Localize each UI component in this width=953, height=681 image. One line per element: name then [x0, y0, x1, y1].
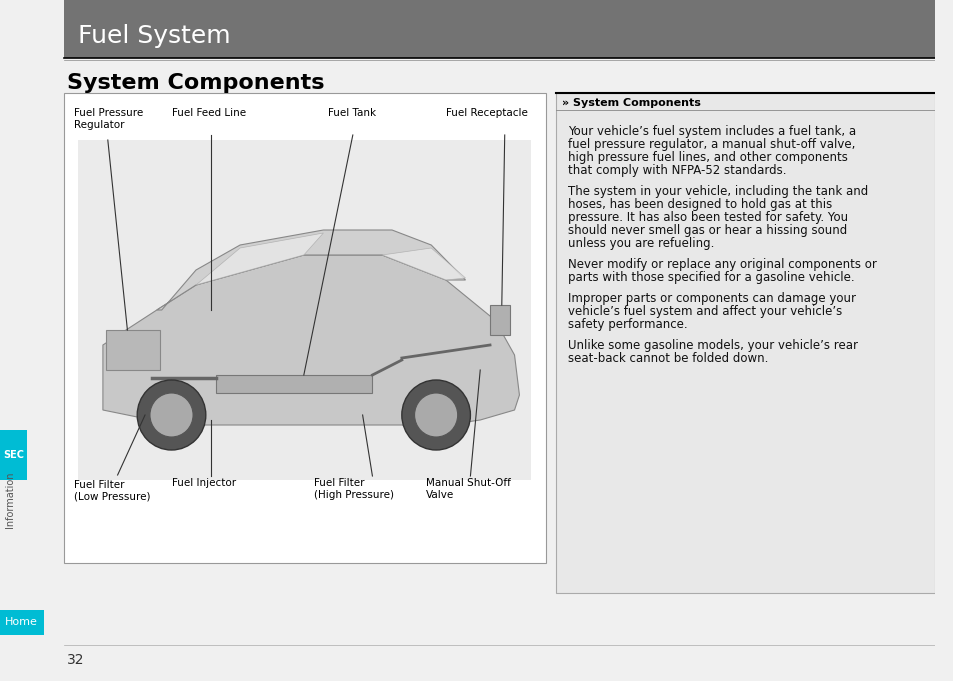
Circle shape — [150, 393, 193, 437]
Text: Fuel Injector: Fuel Injector — [172, 478, 235, 488]
Text: Unlike some gasoline models, your vehicle’s rear: Unlike some gasoline models, your vehicl… — [568, 339, 858, 352]
Circle shape — [401, 380, 470, 450]
Bar — [78, 140, 531, 480]
Bar — [0, 430, 28, 480]
Circle shape — [137, 380, 206, 450]
Text: Fuel Feed Line: Fuel Feed Line — [172, 108, 245, 118]
Text: Fuel Filter
(Low Pressure): Fuel Filter (Low Pressure) — [73, 480, 150, 502]
Text: » System Components: » System Components — [561, 98, 700, 108]
Text: pressure. It has also been tested for safety. You: pressure. It has also been tested for sa… — [568, 211, 847, 224]
Text: that comply with NFPA-52 standards.: that comply with NFPA-52 standards. — [568, 164, 786, 177]
Text: hoses, has been designed to hold gas at this: hoses, has been designed to hold gas at … — [568, 198, 832, 211]
Polygon shape — [195, 233, 323, 285]
Bar — [215, 375, 372, 393]
Polygon shape — [103, 255, 518, 425]
Text: SEC: SEC — [3, 450, 24, 460]
Bar — [0, 610, 44, 635]
Text: Your vehicle’s fuel system includes a fuel tank, a: Your vehicle’s fuel system includes a fu… — [568, 125, 856, 138]
Text: high pressure fuel lines, and other components: high pressure fuel lines, and other comp… — [568, 151, 847, 164]
Text: Fuel System: Fuel System — [78, 24, 231, 48]
Text: Fuel Tank: Fuel Tank — [328, 108, 376, 118]
Text: Manual Shut-Off
Valve: Manual Shut-Off Valve — [426, 478, 511, 500]
Text: vehicle’s fuel system and affect your vehicle’s: vehicle’s fuel system and affect your ve… — [568, 305, 841, 318]
Text: Never modify or replace any original components or: Never modify or replace any original com… — [568, 258, 877, 271]
Bar — [555, 93, 934, 593]
Text: seat-back cannot be folded down.: seat-back cannot be folded down. — [568, 352, 768, 365]
Text: unless you are refueling.: unless you are refueling. — [568, 237, 714, 250]
Text: 32: 32 — [67, 653, 84, 667]
Text: Fuel Pressure
Regulator: Fuel Pressure Regulator — [73, 108, 143, 129]
Text: System Components: System Components — [67, 73, 324, 93]
Text: should never smell gas or hear a hissing sound: should never smell gas or hear a hissing… — [568, 224, 847, 237]
Polygon shape — [382, 248, 465, 280]
Circle shape — [415, 393, 457, 437]
Text: Fuel Receptacle: Fuel Receptacle — [445, 108, 527, 118]
Text: Fuel Filter
(High Pressure): Fuel Filter (High Pressure) — [314, 478, 394, 500]
Text: fuel pressure regulator, a manual shut-off valve,: fuel pressure regulator, a manual shut-o… — [568, 138, 855, 151]
Text: The system in your vehicle, including the tank and: The system in your vehicle, including th… — [568, 185, 868, 198]
Text: parts with those specified for a gasoline vehicle.: parts with those specified for a gasolin… — [568, 271, 854, 284]
Text: Home: Home — [5, 617, 38, 627]
Polygon shape — [156, 230, 465, 310]
Bar — [106, 330, 159, 370]
Text: safety performance.: safety performance. — [568, 318, 687, 331]
Bar — [490, 305, 509, 335]
Bar — [64, 93, 545, 563]
Text: Information: Information — [5, 472, 15, 528]
Text: Improper parts or components can damage your: Improper parts or components can damage … — [568, 292, 856, 305]
Bar — [64, 0, 934, 58]
